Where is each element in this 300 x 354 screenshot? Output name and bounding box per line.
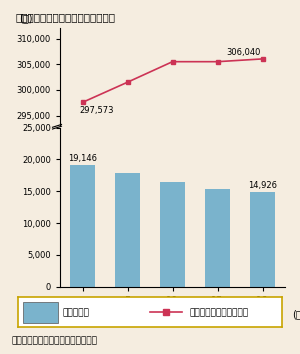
Bar bbox=[115, 173, 140, 287]
Bar bbox=[23, 302, 58, 323]
Bar bbox=[70, 165, 95, 287]
Text: (年): (年) bbox=[292, 309, 300, 319]
Text: 306,040: 306,040 bbox=[226, 48, 260, 57]
Text: (人): (人) bbox=[20, 13, 33, 23]
Text: 図１－２－１０　富山市の人口推移: 図１－２－１０ 富山市の人口推移 bbox=[15, 12, 115, 22]
Text: 297,573: 297,573 bbox=[79, 107, 113, 115]
Text: 中心市街地: 中心市街地 bbox=[63, 308, 90, 317]
Text: 資料：富山市データより环境省作成: 資料：富山市データより环境省作成 bbox=[12, 336, 98, 345]
Text: 19,146: 19,146 bbox=[68, 154, 97, 163]
Text: 中心市街地以外（郊外）: 中心市街地以外（郊外） bbox=[190, 308, 249, 317]
Text: 14,926: 14,926 bbox=[248, 181, 277, 190]
Bar bbox=[205, 189, 230, 287]
Bar bbox=[250, 192, 275, 287]
Bar bbox=[160, 182, 185, 287]
